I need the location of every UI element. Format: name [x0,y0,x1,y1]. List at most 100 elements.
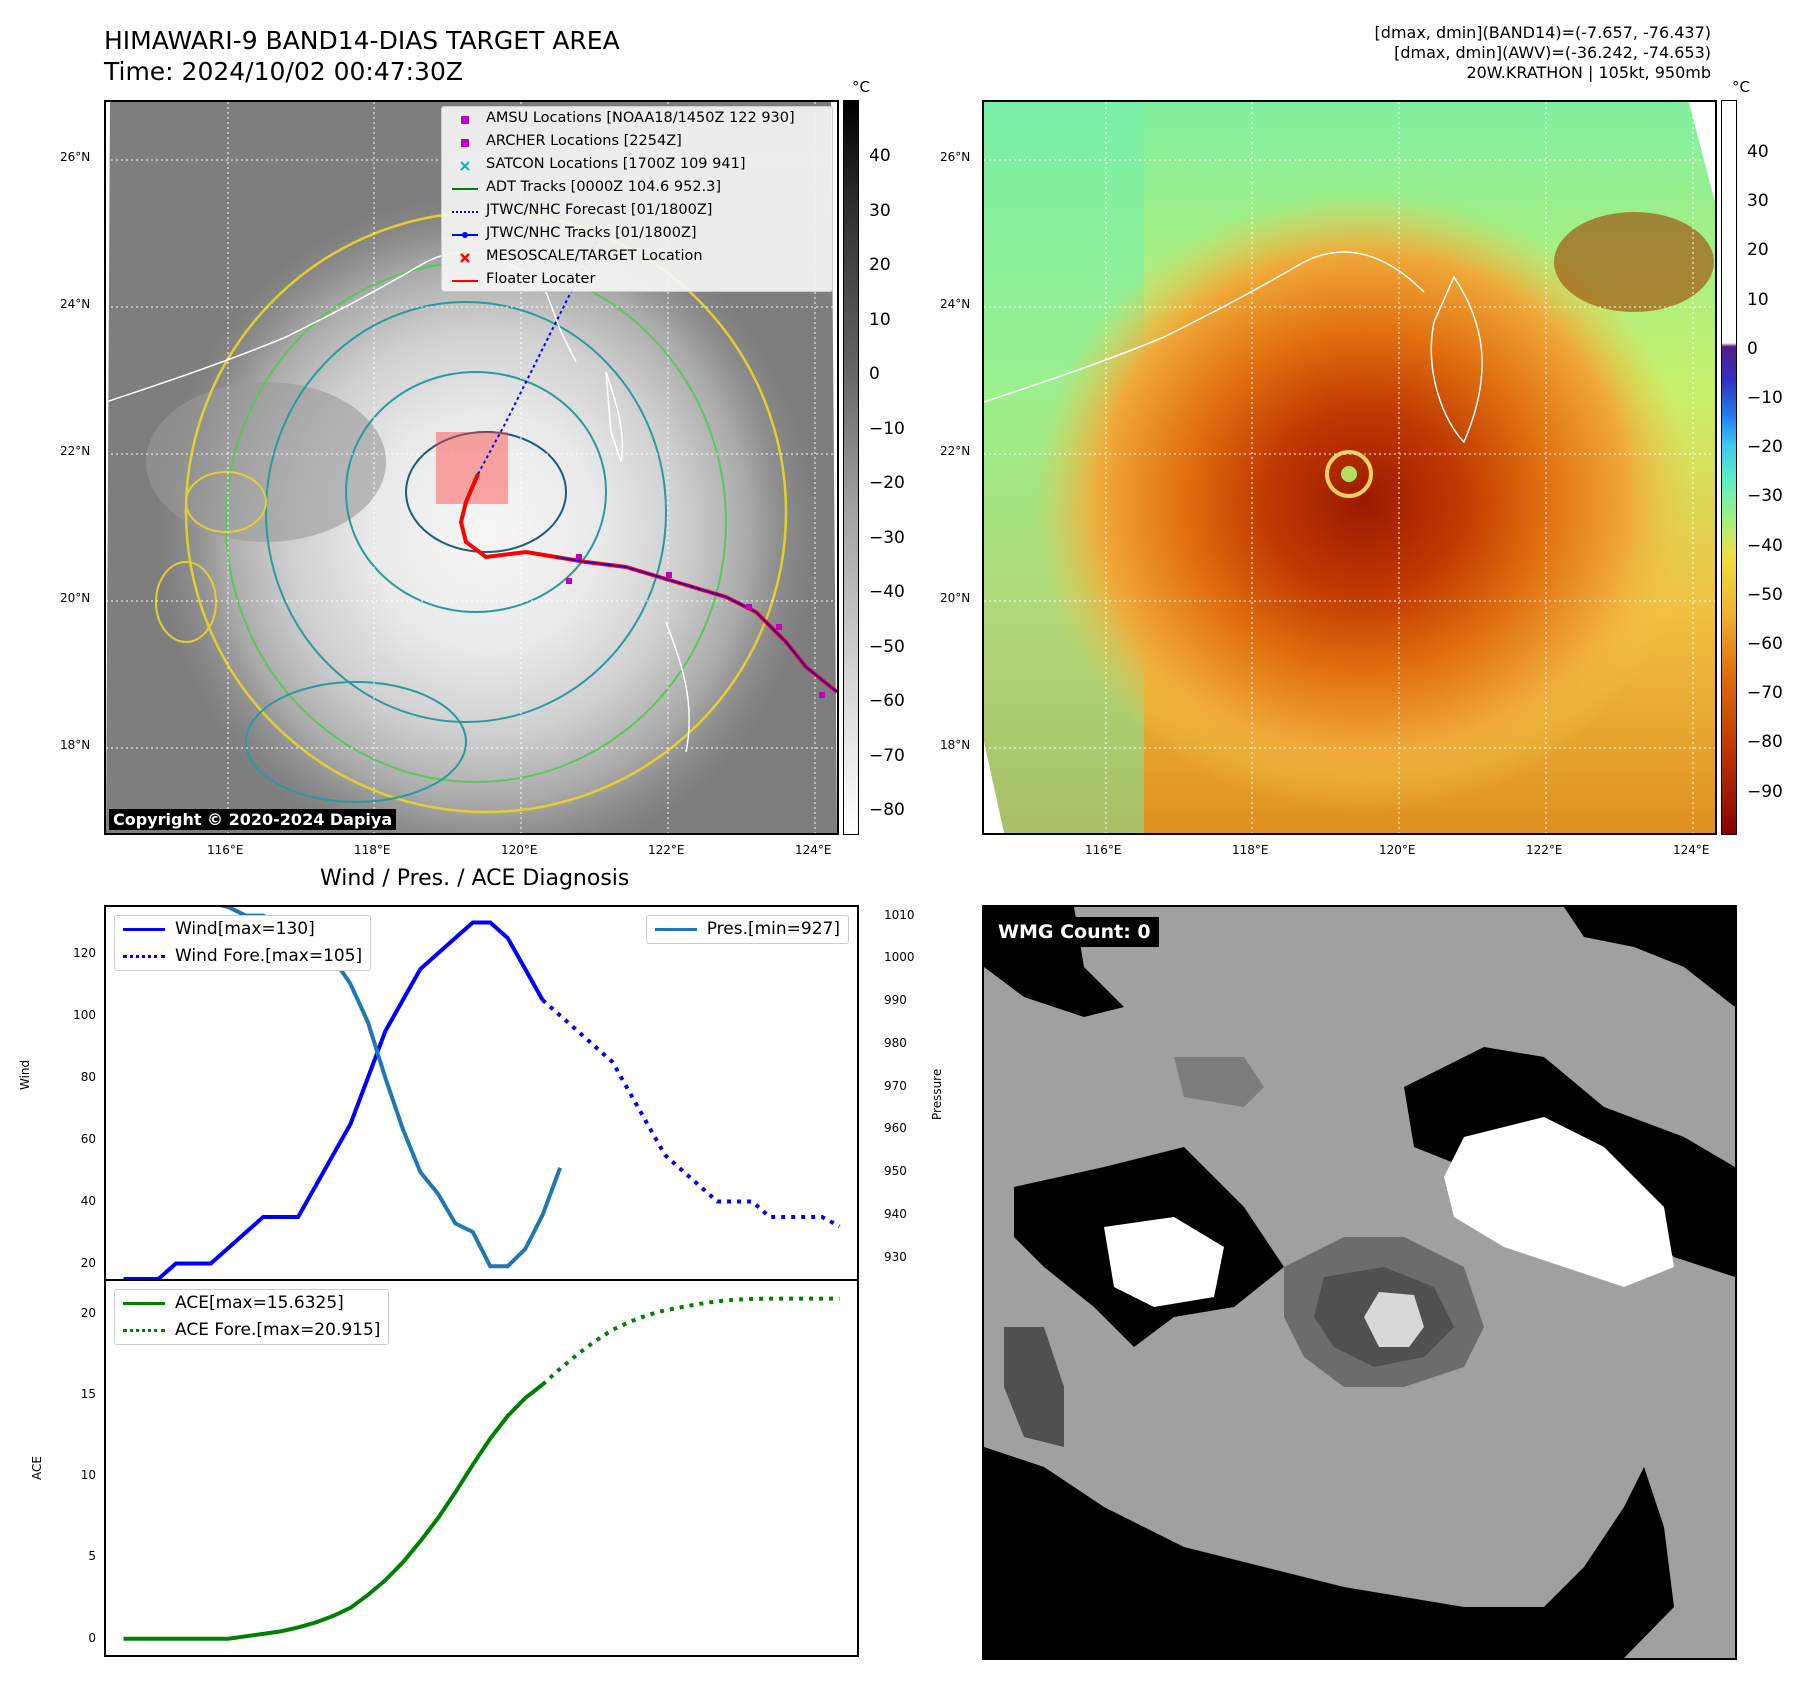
colorbar-tick-label: −60 [1747,634,1783,654]
colorbar-tick-label: 0 [1747,338,1758,359]
x-marker-icon [452,250,478,263]
colorbar-tick-label: −20 [869,473,905,493]
legend-label: AMSU Locations [NOAA18/1450Z 122 930] [486,110,795,126]
legend-item: Wind[max=130] [115,916,370,943]
copyright-label: Copyright © 2020-2024 Dapiya [109,809,397,830]
ace-legend: ACE[max=15.6325] ACE Fore.[max=20.915] [114,1289,390,1345]
wmg-svg [984,907,1735,1658]
axis-tick-label: 1010 [884,907,915,922]
legend-label: SATCON Locations [1700Z 109 941] [486,156,746,172]
jtwc-track [555,556,837,693]
lon-tick: 124°E [1673,843,1710,857]
axis-tick-label: 20 [80,1255,96,1270]
axis-tick-label: 0 [88,1630,96,1645]
ace-panel: ACE[max=15.6325] ACE Fore.[max=20.915] [104,1279,859,1657]
lat-tick: 26°N [940,150,971,164]
ace-svg [123,1296,840,1641]
colorbar-tick-label: 10 [1747,289,1769,310]
colorbar-tick-label: −40 [1747,535,1783,556]
wind-pressure-panel: Wind[max=130] Wind Fore.[max=105] Pres.[… [104,905,859,1281]
colorbar-tick-label: 40 [1747,142,1769,162]
axis-tick-label: 80 [80,1069,96,1084]
colorbar-tick-label: −90 [1747,781,1783,802]
lon-tick: 120°E [1379,843,1416,857]
dotted-line-icon [123,955,165,958]
colorbar-tick-label: −50 [869,636,905,657]
solid-line-icon [123,928,165,931]
lat-tick: 20°N [940,591,971,605]
colorbar-tick-label: −30 [1747,486,1783,507]
colorbar-tick-label: 20 [1747,240,1769,261]
storm-eye [1325,450,1373,498]
band14-range: [dmax, dmin](BAND14)=(-7.657, -76.437) [1374,23,1711,42]
axis-tick-label: 5 [88,1549,96,1564]
colorbar-tick-label: −10 [869,418,905,439]
axis-tick-label: 100 [73,1007,96,1022]
square-marker-icon [452,112,478,125]
legend-label: MESOSCALE/TARGET Location [486,248,703,264]
pressure-legend: Pres.[min=927] [645,915,849,944]
axis-tick-label: 950 [884,1164,907,1179]
axis-tick-label: 120 [73,945,96,960]
lat-tick: 24°N [940,297,971,311]
lon-tick: 118°E [1232,843,1269,857]
awv-storm [1034,192,1694,812]
storm-info: 20W.KRATHON | 105kt, 950mb [1466,63,1711,82]
legend-label: Pres.[min=927] [706,919,840,939]
lon-tick: 122°E [1526,843,1563,857]
map-legend: AMSU Locations [NOAA18/1450Z 122 930] AR… [441,106,833,292]
legend-item: ARCHER Locations [2254Z] [442,130,832,153]
colorbar-tick-label: 40 [869,146,891,166]
target-area-box [436,432,508,504]
colorbar-tick-label: −20 [1747,437,1783,458]
lat-tick: 20°N [60,591,91,605]
awv-map-panel [982,100,1717,835]
line-icon [452,273,478,286]
colorbar-unit: °C [1732,78,1750,96]
solid-line-icon [654,928,697,931]
colorbar-tick-label: 30 [1747,191,1769,212]
line-icon [452,181,478,194]
legend-label: ARCHER Locations [2254Z] [486,133,682,149]
pressure-series-line [219,907,562,1269]
figure-title: HIMAWARI-9 BAND14-DIAS TARGET AREA [104,26,620,55]
wmg-count-badge: WMG Count: 0 [990,917,1159,947]
wind-axis-label: Wind [18,1059,32,1090]
colorbar-tick-label: −70 [1747,683,1783,704]
diagnosis-title: Wind / Pres. / ACE Diagnosis [320,866,630,891]
axis-tick-label: 1000 [884,950,915,965]
axis-tick-label: 980 [884,1035,907,1050]
wind-pressure-svg [123,907,841,1279]
legend-item: Floater Locater [442,268,832,291]
axis-tick-label: 940 [884,1206,907,1221]
dotted-line-icon [452,204,478,217]
lat-tick: 18°N [60,738,91,752]
colorbar-tick-label: −50 [1747,584,1783,605]
lat-tick: 26°N [60,150,91,164]
colorbar-tick-label: 30 [869,200,891,221]
colorbar-tick-label: 20 [869,255,891,275]
legend-label: ADT Tracks [0000Z 104.6 952.3] [486,179,722,195]
colorbar-tick-label: 0 [869,364,880,384]
colorbar-unit: °C [852,78,870,96]
lon-tick: 116°E [207,843,244,857]
legend-label: Wind[max=130] [175,919,315,939]
color-colorbar [1721,100,1737,835]
axis-tick-label: 20 [80,1305,96,1320]
legend-item: JTWC/NHC Tracks [01/1800Z] [442,222,832,245]
colorbar-tick-label: 10 [869,309,891,330]
ace-series-line [123,1382,544,1641]
axis-tick-label: 10 [80,1468,96,1483]
wind-legend: Wind[max=130] Wind Fore.[max=105] [114,915,372,971]
legend-label: JTWC/NHC Forecast [01/1800Z] [486,202,713,218]
wmg-panel: WMG Count: 0 [982,905,1737,1660]
colorbar-tick-label: −60 [869,691,905,711]
lat-tick: 22°N [940,444,971,458]
ace-axis-label: ACE [30,1456,44,1480]
legend-item: Pres.[min=927] [647,916,848,943]
legend-item: SATCON Locations [1700Z 109 941] [442,153,832,176]
axis-tick-label: 60 [80,1131,96,1146]
ir-map-panel: Copyright © 2020-2024 Dapiya AMSU Locati… [104,100,839,835]
solid-line-icon [123,1302,165,1305]
colorbar-tick-label: −80 [869,800,905,820]
